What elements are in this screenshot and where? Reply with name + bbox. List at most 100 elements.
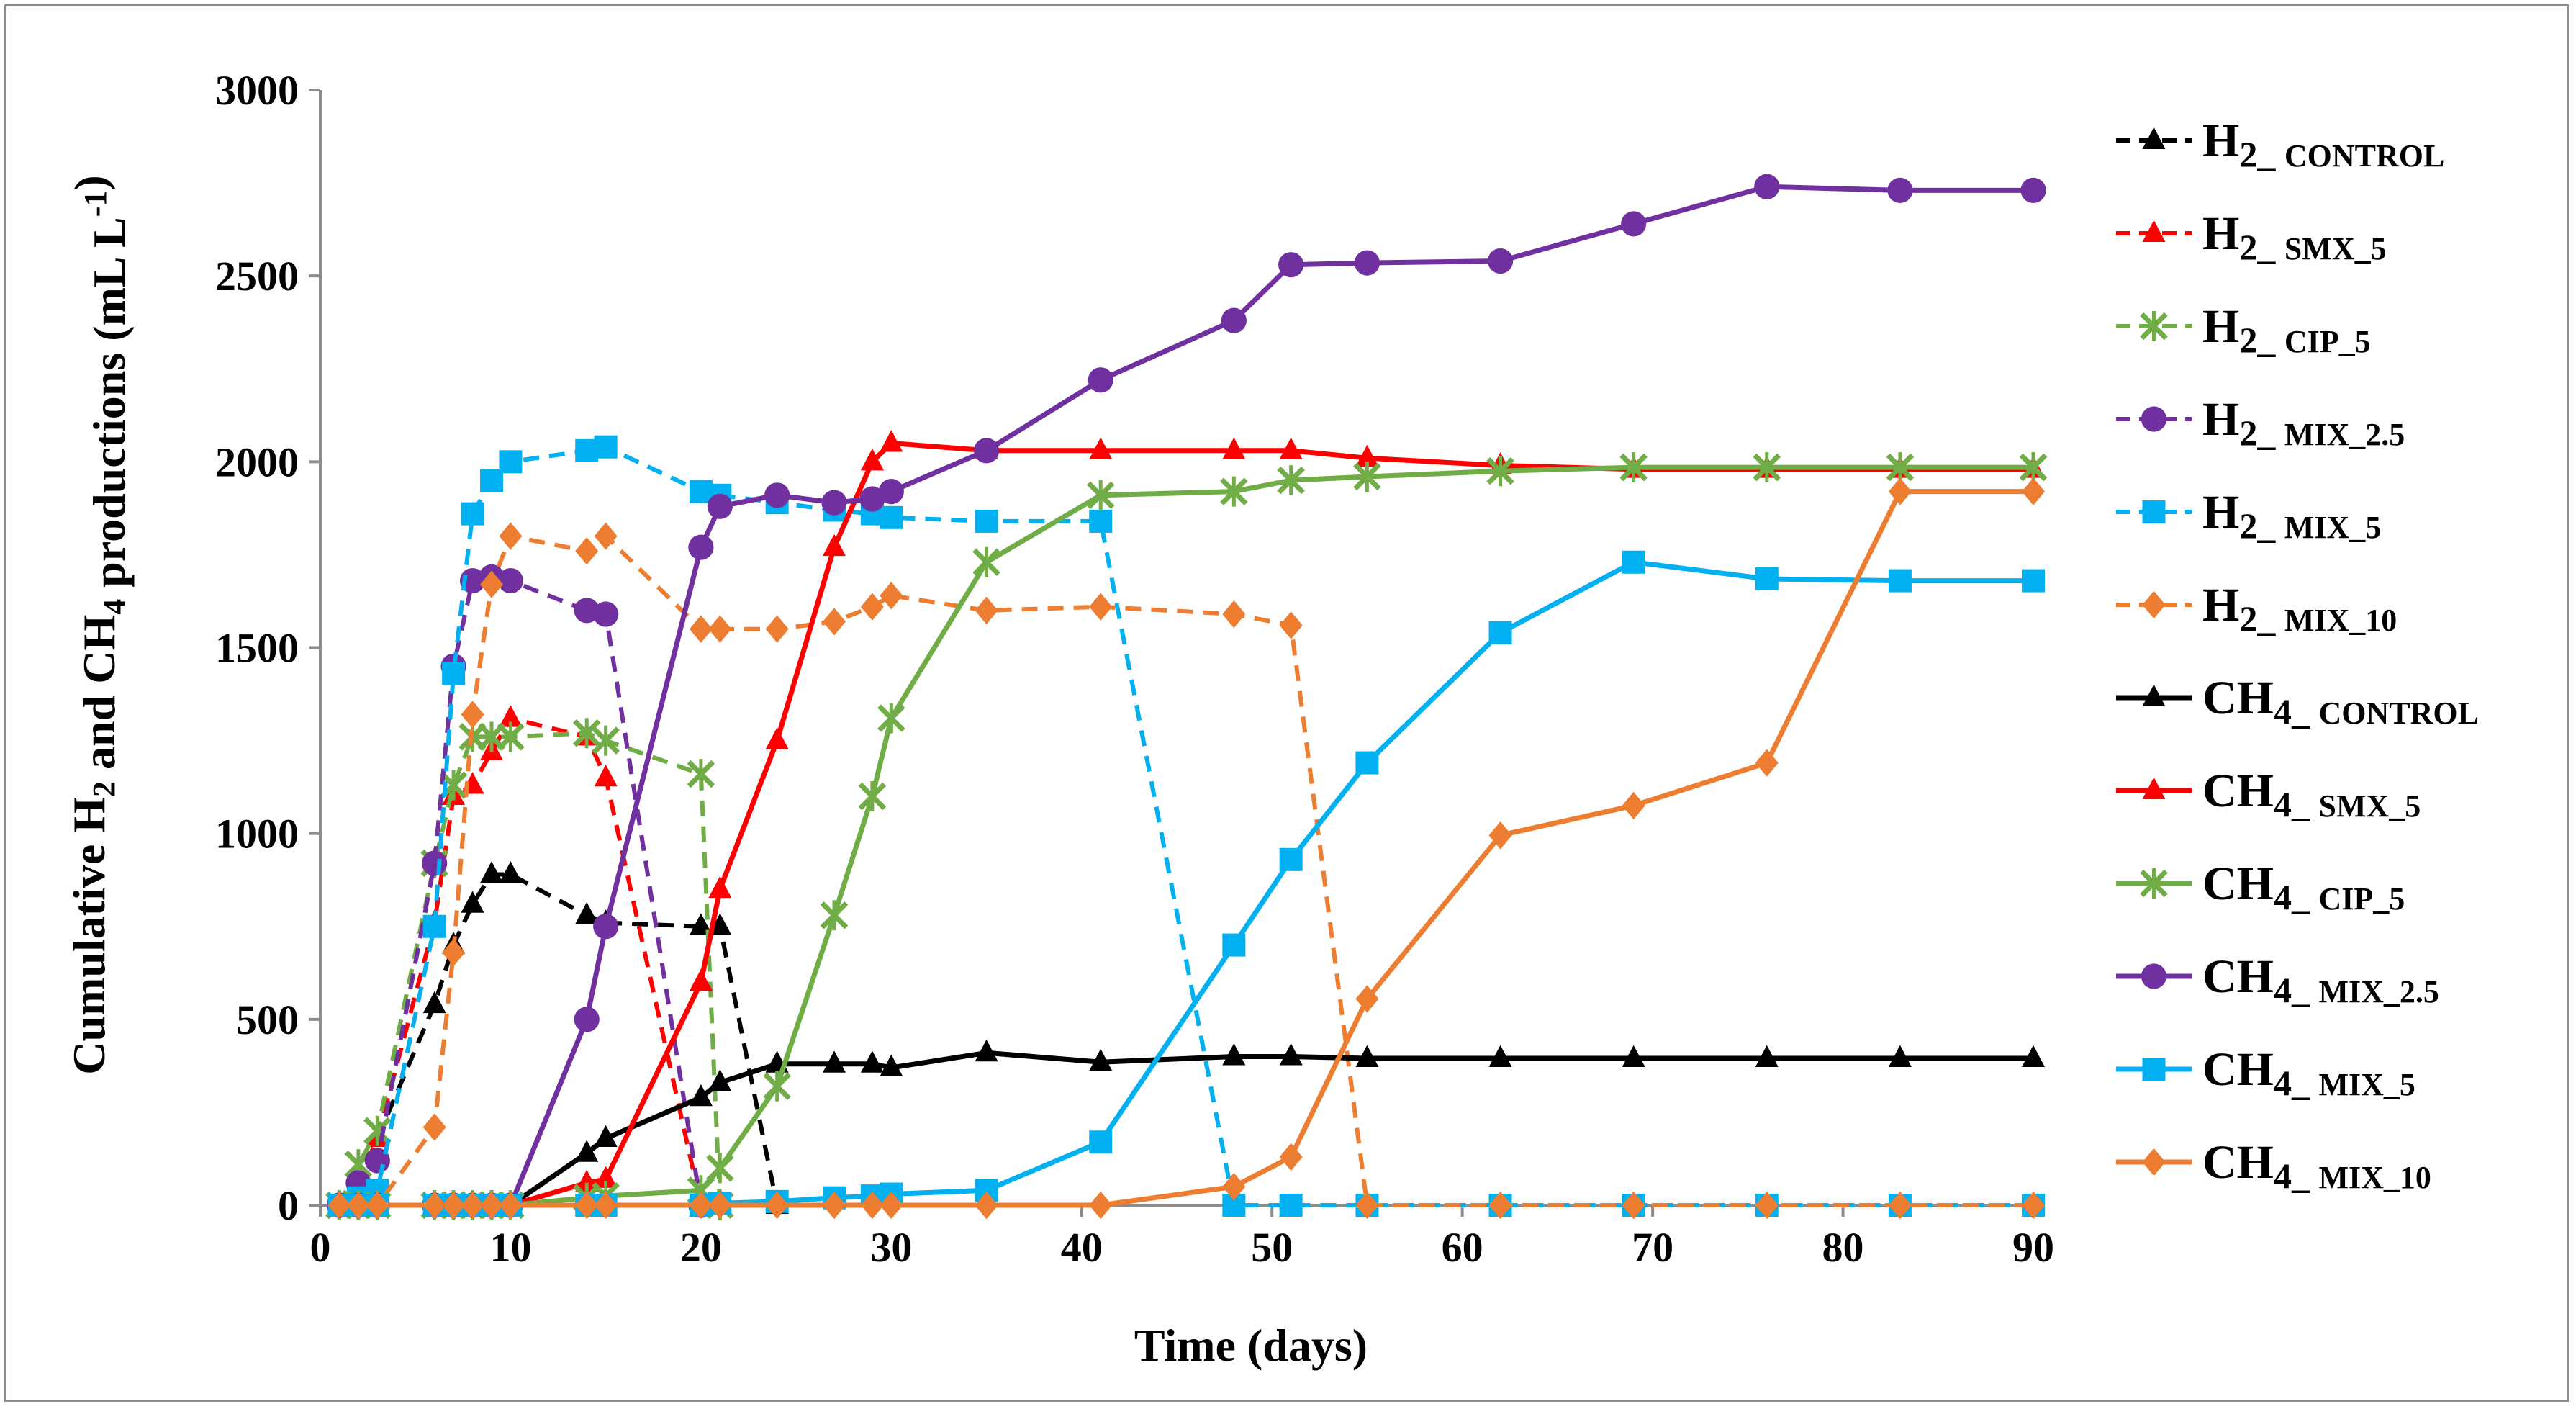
data-point-ch4-mix-5 [1888,569,1912,593]
data-point-ch4-mix-2-5 [1621,211,1647,237]
data-point-h2-mix-2-5 [422,850,448,876]
data-point-ch4-mix-10 [1089,1191,1113,1220]
data-point-h2-smx-5 [499,705,523,727]
series-line-ch4-mix-5 [339,559,2033,1208]
data-point-ch4-mix-10 [975,1191,998,1220]
data-point-h2-mix-10 [1222,600,1246,629]
series-line-ch4-mix-10 [339,489,2033,1208]
data-point-ch4-mix-5 [1355,751,1379,775]
data-point-ch4-mix-10 [823,1191,846,1220]
data-point-h2-mix-10 [461,701,484,729]
data-point-ch4-mix-10 [327,1191,351,1220]
data-point-ch4-control [1488,1045,1512,1068]
data-point-ch4-cip-5 [1086,480,1115,510]
data-point-ch4-control [1888,1045,1912,1068]
data-point-h2-mix-5 [499,450,523,474]
x-axis-title: Time (days) [1134,1320,1368,1371]
data-point-ch4-cip-5 [972,546,1000,577]
data-point-h2-mix-10 [689,615,713,643]
data-point-ch4-mix-2-5 [878,479,904,505]
data-point-ch4-mix-2-5 [1887,177,1913,204]
legend-entry-ch4-mix-5: CH4_ MIX_5 [2116,1043,2415,1103]
y-tick-label: 500 [236,996,299,1043]
legend-marker [2142,1058,2166,1081]
series-line-h2-mix-2-5 [338,575,703,1207]
data-point-ch4-control [1355,1045,1379,1068]
data-point-h2-cip-5 [497,721,525,752]
legend-label: H2_ MIX_10 [2202,579,2397,639]
data-point-ch4-control [823,1050,846,1073]
series-line-h2-smx-5 [338,716,703,1207]
data-point-ch4-smx-5 [1355,444,1379,467]
data-point-ch4-control [1222,1043,1246,1066]
data-point-ch4-mix-2-5 [1354,250,1380,276]
legend-marker [2140,868,2168,899]
data-point-ch4-cip-5 [1277,465,1305,496]
data-point-ch4-mix-10 [1755,749,1779,777]
data-point-h2-mix-10 [442,938,466,967]
legend: H2_ CONTROL H2_ SMX_5 H2_ CIP_5 H2_ MIX_2.5… [2116,114,2479,1196]
data-point-ch4-mix-2-5 [688,534,714,560]
series-line-ch4-mix-2-5 [339,184,2033,1208]
series-line-h2-mix-5 [338,444,2033,1207]
data-point-ch4-mix-10 [1222,1172,1246,1201]
data-point-ch4-control [975,1039,998,1062]
data-point-ch4-cip-5 [1220,476,1248,507]
data-point-h2-mix-10 [422,1113,446,1141]
data-point-ch4-smx-5 [860,448,884,471]
x-tick-label: 30 [870,1224,912,1271]
data-point-ch4-mix-10 [860,1191,884,1220]
data-point-ch4-cip-5 [877,703,905,734]
data-point-h2-mix-10 [1622,1191,1645,1220]
data-point-h2-mix-5 [880,505,903,529]
data-point-ch4-mix-5 [1622,550,1645,574]
legend-entry-ch4-smx-5: CH4_ SMX_5 [2116,765,2421,824]
chart-frame [4,4,2569,1402]
data-point-ch4-control [860,1050,884,1073]
data-point-h2-mix-10 [1888,1191,1912,1220]
data-point-ch4-mix-10 [1355,985,1379,1013]
data-point-ch4-control [1622,1045,1645,1068]
data-point-ch4-mix-10 [1488,821,1512,850]
data-point-h2-mix-2-5 [459,567,486,594]
data-point-ch4-smx-5 [689,968,713,991]
data-point-ch4-mix-10 [422,1191,446,1220]
series-h2-mix-2-5 [326,564,714,1218]
data-point-h2-mix-5 [461,502,484,526]
legend-marker [2142,220,2166,242]
legend-entry-ch4-mix-10: CH4_ MIX_10 [2116,1136,2431,1196]
data-point-h2-mix-5 [442,662,466,685]
series-line-ch4-smx-5 [339,441,2033,1208]
data-point-ch4-control [1755,1045,1779,1068]
data-point-ch4-cip-5 [858,781,887,812]
data-point-ch4-control [1279,1043,1303,1066]
data-point-h2-smx-5 [594,764,618,787]
data-point-h2-mix-10 [1355,1191,1379,1220]
legend-marker [2141,963,2167,989]
data-point-h2-mix-5 [975,509,998,533]
data-point-ch4-mix-10 [480,1191,503,1220]
data-point-ch4-cip-5 [1353,461,1381,492]
data-point-ch4-mix-10 [1622,791,1645,820]
legend-label: H2_ MIX_2.5 [2202,393,2405,453]
data-point-ch4-control [708,1069,732,1091]
data-point-ch4-smx-5 [765,727,789,749]
legend-label: CH4_ MIX_10 [2202,1136,2431,1196]
data-point-ch4-mix-2-5 [2020,177,2046,204]
data-point-ch4-mix-2-5 [1278,252,1304,278]
data-point-h2-mix-2-5 [497,567,524,594]
y-axis-title-text: Cumulative H2 and CH4 productions (mL L-… [63,175,135,1074]
data-point-ch4-cip-5 [1886,452,1915,483]
x-tick-label: 40 [1061,1224,1103,1271]
legend-label: CH4_ CIP_5 [2202,857,2405,917]
legend-entry-h2-control: H2_ CONTROL [2116,114,2444,174]
data-point-h2-mix-10 [1279,611,1303,639]
y-tick-label: 2000 [215,438,299,485]
legend-entry-ch4-control: CH4_ CONTROL [2116,672,2479,731]
data-point-ch4-smx-5 [880,430,903,452]
data-point-ch4-mix-10 [1279,1143,1303,1171]
data-point-h2-cip-5 [572,718,601,749]
legend-label: CH4_ MIX_2.5 [2202,950,2439,1010]
data-point-h2-control [689,913,713,935]
x-tick-label: 90 [2012,1224,2054,1271]
